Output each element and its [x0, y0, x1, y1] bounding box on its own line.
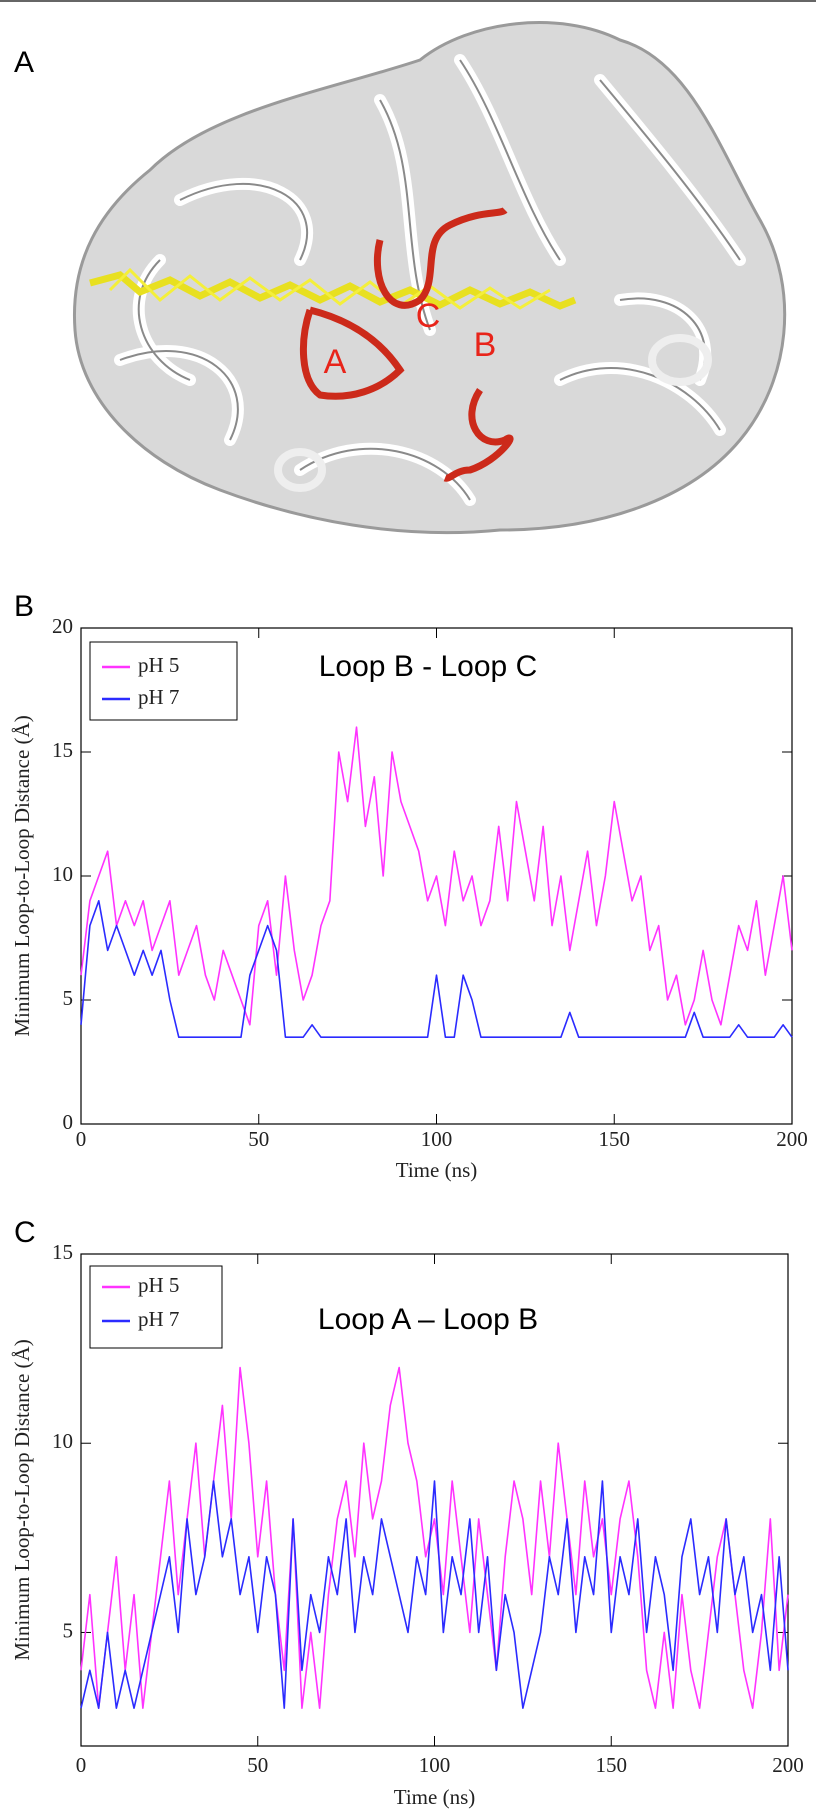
- y-axis-title: Minimum Loop-to-Loop Distance (Å): [10, 715, 34, 1036]
- data-line: [80, 1480, 789, 1709]
- data-line: [80, 900, 793, 1038]
- y-tick-label: 10: [52, 1429, 73, 1453]
- legend-box: [89, 1265, 223, 1349]
- y-axis-title: Minimum Loop-to-Loop Distance (Å): [10, 1339, 34, 1660]
- annotation: Loop A – Loop B: [318, 1303, 538, 1336]
- legend-box: [89, 641, 238, 721]
- x-tick-label: 100: [421, 1127, 453, 1151]
- data-line: [80, 1366, 789, 1709]
- y-tick-label: 10: [52, 862, 73, 886]
- x-tick-label: 150: [599, 1127, 631, 1151]
- x-tick-label: 100: [419, 1753, 451, 1777]
- x-tick-label: 50: [248, 1127, 269, 1151]
- panel-label: C: [14, 1216, 36, 1249]
- y-tick-label: 20: [52, 614, 73, 638]
- legend-label: pH 5: [138, 653, 179, 677]
- legend-label: pH 7: [138, 685, 179, 709]
- x-tick-label: 50: [247, 1753, 268, 1777]
- y-tick-label: 0: [63, 1110, 74, 1134]
- y-tick-label: 15: [52, 1240, 73, 1264]
- data-line: [80, 726, 793, 1026]
- x-axis-title: Time (ns): [396, 1158, 478, 1182]
- y-tick-label: 15: [52, 738, 73, 762]
- x-tick-label: 0: [76, 1127, 87, 1151]
- legend-label: pH 5: [138, 1273, 179, 1297]
- x-tick-label: 0: [76, 1753, 87, 1777]
- x-tick-label: 200: [776, 1127, 808, 1151]
- panel-label: B: [14, 590, 34, 623]
- loop-label: A: [324, 343, 347, 381]
- panel-label: A: [14, 46, 34, 79]
- y-tick-label: 5: [63, 986, 74, 1010]
- legend-label: pH 7: [138, 1307, 179, 1331]
- x-axis-title: Time (ns): [394, 1785, 476, 1809]
- annotation: Loop B - Loop C: [319, 650, 537, 683]
- y-tick-label: 5: [63, 1618, 74, 1642]
- protein-structure: [72, 21, 787, 535]
- x-tick-label: 150: [596, 1753, 628, 1777]
- loop-label: C: [416, 297, 441, 335]
- x-tick-label: 200: [772, 1753, 804, 1777]
- loop-label: B: [474, 326, 497, 364]
